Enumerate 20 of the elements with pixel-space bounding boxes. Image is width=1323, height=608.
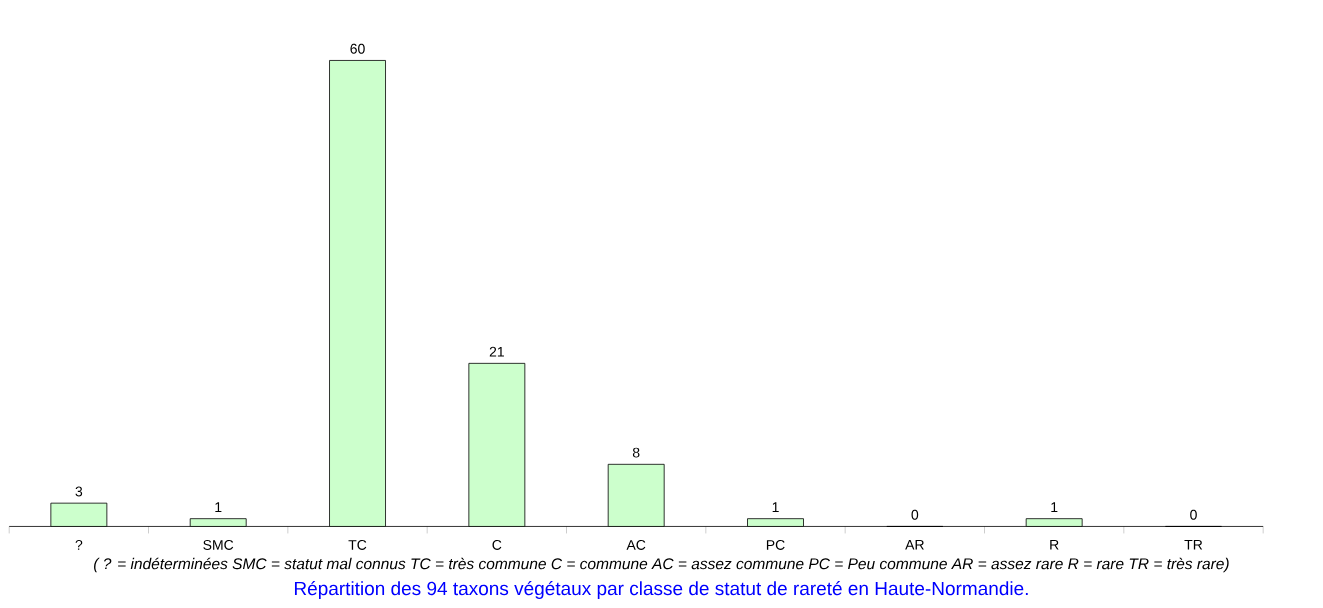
data-label: 1 <box>772 502 779 512</box>
data-label: 0 <box>911 509 919 520</box>
x-tick-label: AR <box>905 539 924 550</box>
x-tick-label: AC <box>626 539 646 550</box>
data-label: 3 <box>75 486 83 497</box>
x-tick-label: PC <box>766 539 785 550</box>
data-label: 60 <box>350 43 365 54</box>
text: ( ? = indéterminées SMC = statut mal connus TC = très commune C = commune AC = assez commune PC = Peu commune AR = assez rare R = rare TR = très rare) <box>94 557 1229 573</box>
data-label: 1 <box>1051 502 1058 512</box>
data-label: 0 <box>1190 509 1197 520</box>
text: Répartition des 94 taxons végétaux par classe de statut de rareté en Haute-Normandie. <box>294 581 1028 599</box>
x-tick-label: TR <box>1184 539 1203 550</box>
data-label: 21 <box>489 346 504 357</box>
x-tick-label: ? <box>75 539 83 550</box>
x-tick-label: SMC <box>203 539 234 550</box>
x-tick-label: TC <box>348 539 367 550</box>
x-tick-label: C <box>492 539 502 550</box>
x-tick-label: R <box>1050 539 1059 550</box>
data-label: 1 <box>215 502 222 512</box>
data-label: 8 <box>632 447 640 458</box>
